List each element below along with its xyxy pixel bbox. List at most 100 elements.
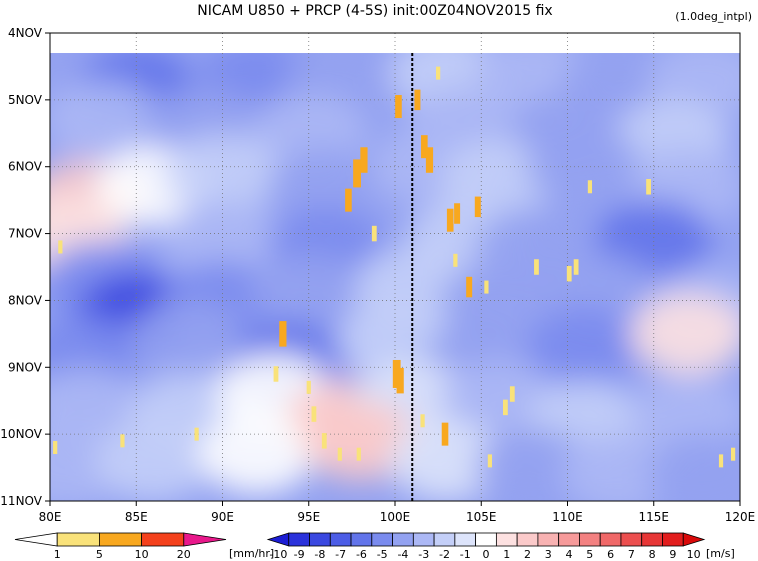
wind-colorbar-label: 5: [586, 548, 593, 561]
precip-cell: [395, 95, 402, 119]
wind-unit-label: [m/s]: [706, 547, 735, 560]
wind-colorbar-label: -4: [397, 548, 408, 561]
wind-colorbar-swatch: [329, 532, 352, 547]
wind-colorbar-label: 6: [607, 548, 614, 561]
wind-colorbar-swatch: [288, 532, 310, 547]
precip-cell: [487, 454, 492, 468]
precip-cell: [441, 422, 449, 446]
u850-blob: [130, 300, 246, 381]
precip-cell: [414, 89, 421, 111]
u850-blob: [475, 427, 591, 502]
precip-cell: [587, 180, 593, 194]
precip-colorbar-label: 10: [135, 548, 149, 561]
precip-colorbar: 1 5 10 20: [14, 532, 227, 561]
precip-cell: [453, 253, 458, 267]
wind-colorbar-label: -3: [418, 548, 429, 561]
precip-cell: [194, 427, 199, 441]
precip-colorbar-arrow-left: [14, 532, 58, 547]
wind-colorbar-swatch: [662, 532, 684, 547]
precip-colorbar-swatch: [56, 532, 100, 547]
x-axis: 80E 85E 90E 95E 100E 105E 110E 115E 120E: [39, 501, 756, 524]
wind-colorbar-label: -8: [314, 548, 325, 561]
precip-colorbar-label: 5: [96, 548, 103, 561]
y-tick-label: 8NOV: [8, 293, 43, 307]
precip-cell: [306, 380, 311, 394]
wind-colorbar-swatch: [558, 532, 580, 547]
u850-blob: [647, 434, 740, 502]
u850-blob: [199, 414, 315, 495]
y-tick-label: 7NOV: [8, 227, 43, 241]
wind-colorbar-swatch: [620, 532, 643, 547]
y-tick-label: 6NOV: [8, 160, 43, 174]
precip-cell: [503, 399, 508, 416]
precip-cell: [420, 414, 425, 428]
chart-note: (1.0deg_intpl): [675, 10, 752, 23]
precip-cell: [425, 147, 434, 173]
precip-cell: [534, 259, 539, 275]
precip-colorbar-label: 20: [177, 548, 191, 561]
y-tick-label: 11NOV: [0, 494, 42, 508]
y-tick-label: 5NOV: [8, 93, 43, 107]
wind-colorbar-swatch: [392, 532, 414, 547]
wind-colorbar-label: -2: [439, 548, 450, 561]
precip-cell: [356, 447, 361, 461]
precip-cell: [446, 208, 454, 232]
wind-colorbar-swatch: [641, 532, 663, 547]
precip-cells: [53, 66, 736, 468]
wind-colorbar-label: -10: [269, 548, 287, 561]
u850-blob: [50, 79, 160, 160]
precip-cell: [311, 406, 317, 422]
wind-colorbar-swatch: [475, 532, 497, 547]
wind-colorbar: -10 -9 -8 -7 -6 -5 -4 -3 -2 -1 0 1 2 3 4 5 6 7 8 9 10: [266, 532, 706, 561]
y-tick-label: 4NOV: [8, 26, 43, 40]
y-tick-label: 9NOV: [8, 360, 43, 374]
wind-colorbar-label: 9: [669, 548, 676, 561]
x-tick-label: 90E: [211, 510, 234, 524]
x-tick-label: 95E: [297, 510, 320, 524]
precip-colorbar-label: 1: [54, 548, 61, 561]
u850-blob: [95, 420, 212, 501]
precip-colorbar-swatch: [99, 532, 143, 547]
u850-blob: [630, 374, 740, 455]
wind-colorbar-label: 10: [687, 548, 701, 561]
precip-cell: [718, 454, 724, 468]
precip-cell: [466, 276, 473, 298]
precip-cell: [353, 159, 361, 188]
u850-blob: [630, 293, 740, 374]
x-tick-label: 105E: [466, 510, 497, 524]
u850-blob: [526, 126, 643, 207]
precip-cell: [273, 366, 279, 382]
precip-cell: [58, 240, 63, 254]
precip-colorbar-arrow-right: [183, 532, 227, 547]
u850-blob: [526, 307, 643, 388]
precip-cell: [436, 66, 441, 80]
precip-cell: [573, 259, 579, 275]
precip-cell: [396, 367, 404, 394]
x-tick-label: 85E: [125, 510, 148, 524]
wind-colorbar-label: 3: [545, 548, 552, 561]
wind-colorbar-swatch: [599, 532, 622, 547]
wind-colorbar-swatch: [433, 532, 456, 547]
wind-colorbar-label: 0: [483, 548, 490, 561]
wind-colorbar-arrow-right: [682, 532, 706, 547]
wind-colorbar-label: 7: [628, 548, 635, 561]
u850-blob: [50, 367, 143, 448]
precip-colorbar-swatch: [141, 532, 185, 547]
x-tick-label: 115E: [639, 510, 670, 524]
u850-blob: [388, 420, 505, 501]
precip-cell: [421, 135, 428, 159]
precip-cell: [454, 203, 461, 224]
y-axis: 4NOV 5NOV 6NOV 7NOV 8NOV 9NOV 10NOV 11NOV: [0, 26, 50, 508]
x-tick-label: 120E: [725, 510, 756, 524]
wind-colorbar-swatch: [371, 532, 393, 547]
wind-colorbar-swatch: [495, 532, 518, 547]
precip-cell: [360, 147, 368, 173]
u850-blob: [164, 200, 281, 281]
wind-colorbar-swatch: [454, 532, 477, 547]
precip-cell: [120, 434, 125, 448]
wind-colorbar-swatch: [537, 532, 560, 547]
x-tick-label: 110E: [552, 510, 583, 524]
wind-colorbar-label: 4: [566, 548, 573, 561]
y-tick-label: 10NOV: [0, 427, 42, 441]
